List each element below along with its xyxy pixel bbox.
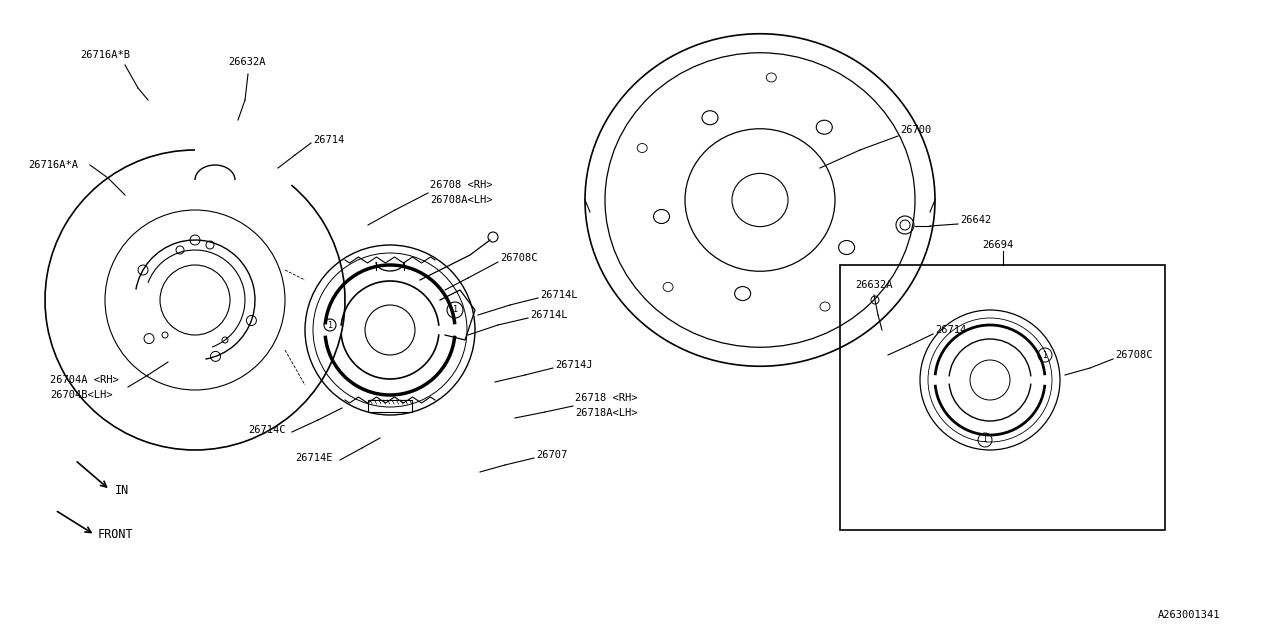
Text: 26700: 26700 <box>900 125 932 135</box>
Text: 1: 1 <box>328 321 333 330</box>
Text: 26714L: 26714L <box>530 310 567 320</box>
Text: 26714L: 26714L <box>540 290 577 300</box>
Text: 26714C: 26714C <box>248 425 285 435</box>
Bar <box>840 265 1165 530</box>
Text: 26704B<LH>: 26704B<LH> <box>50 390 113 400</box>
Text: 1: 1 <box>1043 351 1047 360</box>
Text: 26718A<LH>: 26718A<LH> <box>575 408 637 418</box>
Bar <box>369 400 412 412</box>
Text: 26704A <RH>: 26704A <RH> <box>50 375 119 385</box>
Text: 26716A*B: 26716A*B <box>79 50 131 60</box>
Text: 26708 <RH>: 26708 <RH> <box>430 180 493 190</box>
Text: 26708C: 26708C <box>1115 350 1152 360</box>
Text: 26714: 26714 <box>314 135 344 145</box>
Text: 26714E: 26714E <box>294 453 333 463</box>
Text: IN: IN <box>115 483 129 497</box>
Text: 1: 1 <box>983 435 987 445</box>
Text: 26694: 26694 <box>983 240 1014 250</box>
Text: 26642: 26642 <box>960 215 991 225</box>
Text: 26714J: 26714J <box>556 360 593 370</box>
Text: 26708C: 26708C <box>500 253 538 263</box>
Text: FRONT: FRONT <box>99 529 133 541</box>
Text: 26708A<LH>: 26708A<LH> <box>430 195 493 205</box>
Text: 26716A*A: 26716A*A <box>28 160 78 170</box>
Text: 26714: 26714 <box>934 325 966 335</box>
Text: 26707: 26707 <box>536 450 567 460</box>
Text: 26632A: 26632A <box>228 57 265 67</box>
Text: 1: 1 <box>452 305 458 314</box>
Text: A263001341: A263001341 <box>1157 610 1220 620</box>
Text: 26632A: 26632A <box>855 280 892 290</box>
Text: 26718 <RH>: 26718 <RH> <box>575 393 637 403</box>
